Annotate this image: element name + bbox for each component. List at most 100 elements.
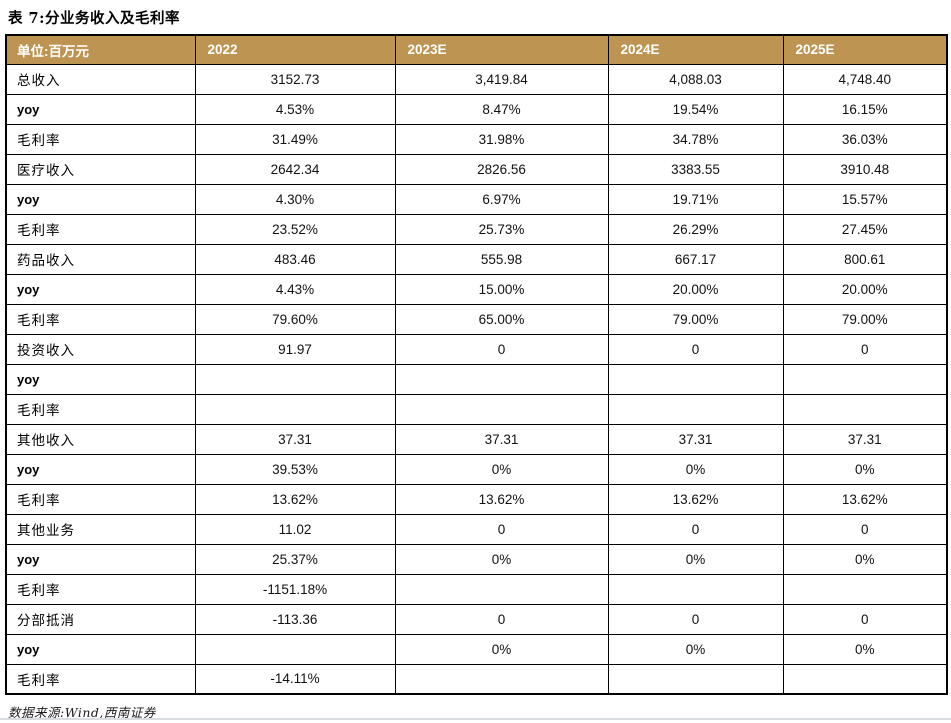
value-cell bbox=[394, 393, 609, 425]
row-label-cell: yoy bbox=[5, 543, 196, 575]
value-cell: 23.52% bbox=[194, 213, 396, 245]
value-cell: 31.98% bbox=[394, 123, 609, 155]
value-cell: 3383.55 bbox=[607, 153, 784, 185]
value-cell: 37.31 bbox=[194, 423, 396, 455]
table-row: yoy 0% 0% 0% bbox=[5, 633, 948, 665]
value-cell: 0 bbox=[394, 513, 609, 545]
data-source-note: 数据来源:Wind,西南证券 bbox=[8, 705, 156, 720]
value-cell: 3910.48 bbox=[782, 153, 948, 185]
value-cell bbox=[394, 363, 609, 395]
table-body: 总收入 3152.73 3,419.84 4,088.03 4,748.40 yoy 4.5… bbox=[5, 63, 948, 695]
table-header-row: 单位:百万元 2022 2023E 2024E 2025E bbox=[5, 34, 948, 65]
value-cell: 2642.34 bbox=[194, 153, 396, 185]
value-cell bbox=[782, 663, 948, 695]
value-cell: 37.31 bbox=[394, 423, 609, 455]
table-row: 药品收入 483.46 555.98 667.17 800.61 bbox=[5, 243, 948, 275]
value-cell: 800.61 bbox=[782, 243, 948, 275]
value-cell bbox=[607, 663, 784, 695]
row-label-cell: yoy bbox=[5, 363, 196, 395]
value-cell: 4.43% bbox=[194, 273, 396, 305]
row-label-cell: 其他收入 bbox=[5, 423, 196, 455]
row-label-cell: 分部抵消 bbox=[5, 603, 196, 635]
value-cell: 27.45% bbox=[782, 213, 948, 245]
value-cell: 65.00% bbox=[394, 303, 609, 335]
value-cell: 91.97 bbox=[194, 333, 396, 365]
value-cell bbox=[782, 363, 948, 395]
row-label-cell: 毛利率 bbox=[5, 573, 196, 605]
table-row: 医疗收入 2642.34 2826.56 3383.55 3910.48 bbox=[5, 153, 948, 185]
table-row: 分部抵消 -113.36 0 0 0 bbox=[5, 603, 948, 635]
table-title: 表 7:分业务收入及毛利率 bbox=[8, 10, 180, 27]
value-cell: 16.15% bbox=[782, 93, 948, 125]
value-cell bbox=[782, 393, 948, 425]
value-cell: 79.00% bbox=[782, 303, 948, 335]
value-cell: 0% bbox=[607, 633, 784, 665]
row-label-cell: 毛利率 bbox=[5, 663, 196, 695]
value-cell: 37.31 bbox=[607, 423, 784, 455]
value-cell: 8.47% bbox=[394, 93, 609, 125]
value-cell: 15.57% bbox=[782, 183, 948, 215]
value-cell: 20.00% bbox=[607, 273, 784, 305]
year-header-2025e: 2025E bbox=[782, 34, 948, 65]
value-cell: 13.62% bbox=[782, 483, 948, 515]
value-cell: 0% bbox=[782, 633, 948, 665]
row-label-cell: yoy bbox=[5, 453, 196, 485]
table-row: 毛利率 79.60% 65.00% 79.00% 79.00% bbox=[5, 303, 948, 335]
table-row: 其他收入 37.31 37.31 37.31 37.31 bbox=[5, 423, 948, 455]
year-header-2022: 2022 bbox=[194, 34, 396, 65]
table-row: yoy bbox=[5, 363, 948, 395]
row-label-cell: 毛利率 bbox=[5, 483, 196, 515]
unit-header-cell: 单位:百万元 bbox=[5, 34, 196, 65]
value-cell: 0% bbox=[394, 633, 609, 665]
row-label-cell: yoy bbox=[5, 183, 196, 215]
value-cell: 4,748.40 bbox=[782, 63, 948, 95]
table-row: yoy 39.53% 0% 0% 0% bbox=[5, 453, 948, 485]
value-cell: 13.62% bbox=[194, 483, 396, 515]
value-cell: 39.53% bbox=[194, 453, 396, 485]
value-cell: 19.54% bbox=[607, 93, 784, 125]
value-cell bbox=[194, 393, 396, 425]
value-cell: 483.46 bbox=[194, 243, 396, 275]
value-cell bbox=[194, 363, 396, 395]
value-cell: -14.11% bbox=[194, 663, 396, 695]
value-cell: 4,088.03 bbox=[607, 63, 784, 95]
value-cell: 15.00% bbox=[394, 273, 609, 305]
value-cell: 0% bbox=[394, 453, 609, 485]
value-cell: 3152.73 bbox=[194, 63, 396, 95]
value-cell: 13.62% bbox=[394, 483, 609, 515]
value-cell bbox=[394, 573, 609, 605]
table-row: 毛利率 -14.11% bbox=[5, 663, 948, 695]
value-cell bbox=[607, 573, 784, 605]
value-cell: 6.97% bbox=[394, 183, 609, 215]
value-cell: 0 bbox=[782, 603, 948, 635]
value-cell: 667.17 bbox=[607, 243, 784, 275]
value-cell: 4.30% bbox=[194, 183, 396, 215]
row-label-cell: 毛利率 bbox=[5, 393, 196, 425]
value-cell bbox=[607, 363, 784, 395]
value-cell: 2826.56 bbox=[394, 153, 609, 185]
row-label-cell: yoy bbox=[5, 93, 196, 125]
value-cell: 36.03% bbox=[782, 123, 948, 155]
row-label-cell: 其他业务 bbox=[5, 513, 196, 545]
value-cell: 0 bbox=[782, 333, 948, 365]
value-cell: -1151.18% bbox=[194, 573, 396, 605]
value-cell: 3,419.84 bbox=[394, 63, 609, 95]
value-cell bbox=[607, 393, 784, 425]
year-header-2023e: 2023E bbox=[394, 34, 609, 65]
bottom-divider bbox=[0, 718, 951, 720]
value-cell: 0% bbox=[782, 453, 948, 485]
row-label-cell: yoy bbox=[5, 273, 196, 305]
table-row: 总收入 3152.73 3,419.84 4,088.03 4,748.40 bbox=[5, 63, 948, 95]
table-row: 投资收入 91.97 0 0 0 bbox=[5, 333, 948, 365]
table-row: yoy 4.43% 15.00% 20.00% 20.00% bbox=[5, 273, 948, 305]
table-row: yoy 25.37% 0% 0% 0% bbox=[5, 543, 948, 575]
value-cell: 11.02 bbox=[194, 513, 396, 545]
year-header-2024e: 2024E bbox=[607, 34, 784, 65]
value-cell: 25.73% bbox=[394, 213, 609, 245]
value-cell: 0 bbox=[394, 333, 609, 365]
value-cell: 31.49% bbox=[194, 123, 396, 155]
row-label-cell: 总收入 bbox=[5, 63, 196, 95]
value-cell: 0 bbox=[607, 513, 784, 545]
value-cell: 0 bbox=[607, 603, 784, 635]
table-row: 毛利率 31.49% 31.98% 34.78% 36.03% bbox=[5, 123, 948, 155]
